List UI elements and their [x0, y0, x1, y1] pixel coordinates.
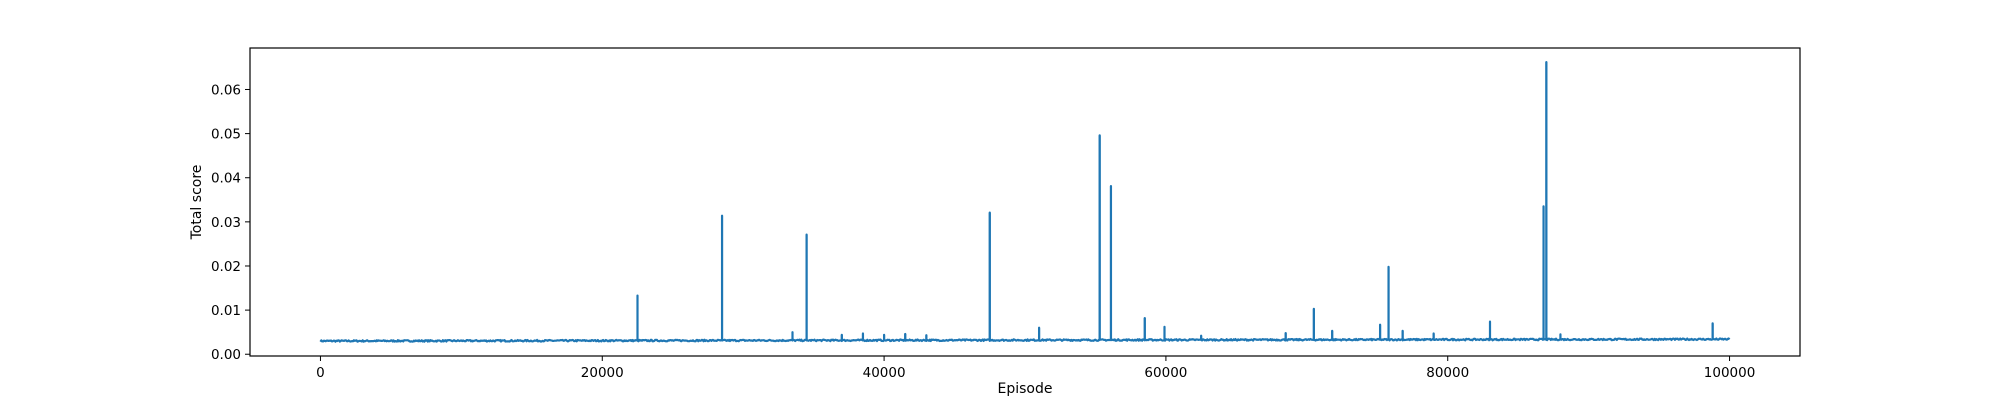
x-tick-label: 0: [316, 365, 325, 381]
x-axis: 0 20000 40000 60000 80000 100000: [316, 356, 1755, 381]
y-tick-label: 0.05: [211, 127, 241, 143]
x-tick-label: 40000: [863, 365, 906, 381]
plot-area: [319, 61, 1731, 343]
y-axis-label: Total score: [189, 165, 205, 241]
y-tick-label: 0.04: [211, 171, 241, 187]
x-tick-label: 20000: [581, 365, 624, 381]
axes-frame: [249, 47, 1801, 357]
x-axis-label: Episode: [998, 381, 1053, 397]
y-tick-label: 0.00: [211, 347, 241, 363]
x-tick-label: 100000: [1704, 365, 1756, 381]
y-tick-label: 0.01: [211, 303, 241, 319]
y-tick-label: 0.06: [211, 82, 241, 98]
score-series-line: [319, 61, 1731, 343]
x-tick-label: 80000: [1426, 365, 1469, 381]
y-tick-label: 0.03: [211, 215, 241, 231]
x-tick-label: 60000: [1144, 365, 1187, 381]
y-axis: 0.00 0.01 0.02 0.03 0.04 0.05 0.06: [211, 82, 250, 363]
y-tick-label: 0.02: [211, 259, 241, 275]
